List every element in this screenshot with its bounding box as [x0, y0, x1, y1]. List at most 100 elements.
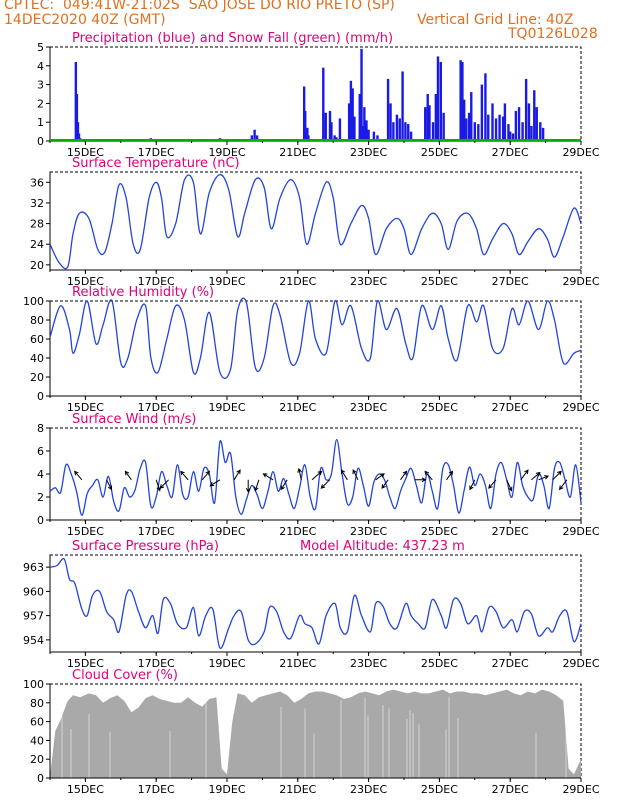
precip-bar	[539, 122, 542, 141]
precip-bar	[431, 122, 435, 141]
y-tick-label: 40	[30, 734, 44, 747]
wind-arrow	[320, 479, 331, 489]
x-tick-label: 15DEC	[67, 657, 104, 670]
precip-bar	[494, 118, 498, 141]
x-tick-label: 29DEC	[562, 657, 599, 670]
y-tick-label: 0	[37, 135, 44, 148]
precip-bar	[524, 78, 528, 141]
precip-bar	[503, 103, 507, 141]
precip-bar	[361, 125, 365, 141]
precip-bar	[426, 94, 429, 141]
precip-bar	[501, 116, 505, 141]
x-tick-label: 27DEC	[492, 783, 529, 796]
x-tick-label: 27DEC	[492, 657, 529, 670]
y-tick-label: 60	[30, 716, 44, 729]
precip-bar	[363, 107, 366, 141]
precip-bar	[428, 105, 431, 141]
x-tick-label: 25DEC	[421, 657, 458, 670]
wind-arrow	[262, 473, 274, 481]
y-tick-label: 2	[37, 491, 44, 504]
y-tick-label: 5	[37, 41, 44, 54]
x-tick-label: 27DEC	[492, 146, 529, 159]
y-tick-label: 4	[37, 468, 44, 481]
precip-bar	[306, 127, 309, 141]
x-tick-label: 27DEC	[492, 401, 529, 414]
wind-arrow	[297, 467, 302, 480]
precip-bar	[535, 107, 538, 141]
x-tick-label: 21DEC	[279, 275, 316, 288]
precip-bar	[398, 118, 401, 141]
precip-bar	[436, 56, 440, 141]
wind-arrow	[180, 470, 189, 481]
x-tick-label: 17DEC	[138, 401, 175, 414]
precip-bar	[358, 94, 361, 141]
wind-arrow	[106, 479, 113, 491]
precip-bar	[367, 129, 370, 141]
precip-bar	[461, 62, 464, 141]
series-line	[49, 438, 582, 517]
y-tick-label: 100	[23, 295, 44, 308]
precip-bar	[338, 118, 342, 141]
precip-bar	[462, 99, 466, 141]
wind-arrow	[469, 479, 476, 491]
cloud-area	[50, 689, 581, 778]
panel-title: Relative Humidity (%)	[72, 285, 214, 300]
y-tick-label: 40	[30, 352, 44, 365]
model-altitude-label: Model Altitude: 437.23 m	[300, 539, 465, 554]
x-tick-label: 23DEC	[350, 525, 387, 538]
precip-bar	[511, 133, 515, 141]
x-tick-label: 17DEC	[138, 146, 175, 159]
precip-bar	[514, 110, 518, 141]
x-tick-label: 25DEC	[421, 401, 458, 414]
precip-bar	[322, 67, 325, 141]
header-date: 14DEC2020 40Z (GMT)	[4, 12, 166, 28]
precip-bar	[509, 131, 512, 141]
y-tick-label: 0	[37, 514, 44, 527]
y-tick-label: 24	[30, 238, 44, 251]
x-tick-label: 25DEC	[421, 783, 458, 796]
series-line	[49, 297, 582, 379]
precip-bar	[389, 103, 392, 141]
precip-bar	[328, 110, 332, 141]
precip-bar	[372, 131, 376, 141]
precip-bar	[75, 94, 79, 141]
precip-bar	[324, 112, 327, 141]
wind-arrow	[400, 470, 408, 481]
x-tick-label: 15DEC	[67, 275, 104, 288]
y-tick-label: 4	[37, 60, 44, 73]
precip-bar	[407, 124, 410, 141]
precip-bar	[517, 107, 521, 141]
wind-arrow	[506, 479, 513, 492]
y-tick-label: 32	[30, 197, 44, 210]
x-tick-label: 19DEC	[208, 783, 245, 796]
x-tick-label: 29DEC	[562, 401, 599, 414]
x-tick-label: 17DEC	[138, 657, 175, 670]
wind-arrow	[446, 470, 454, 481]
panel-frame	[49, 300, 582, 397]
precip-bar	[349, 80, 353, 141]
x-tick-label: 15DEC	[67, 401, 104, 414]
panel-title: Surface Pressure (hPa)	[72, 539, 219, 554]
wind-arrow	[352, 469, 359, 481]
precip-bar	[527, 103, 531, 141]
precip-bar	[442, 112, 445, 141]
x-tick-label: 19DEC	[208, 657, 245, 670]
x-tick-label: 21DEC	[279, 783, 316, 796]
y-tick-label: 6	[37, 445, 44, 458]
wind-arrow	[201, 470, 211, 481]
y-tick-label: 954	[23, 634, 44, 647]
precip-bar	[465, 118, 468, 141]
precip-bar	[365, 120, 368, 141]
precip-bar	[498, 114, 501, 141]
wind-arrow	[155, 479, 161, 492]
panel-title: Surface Temperature (nC)	[72, 156, 240, 171]
panel-frame	[49, 46, 582, 142]
precip-bar	[541, 127, 545, 141]
x-tick-label: 23DEC	[350, 783, 387, 796]
x-tick-label: 23DEC	[350, 657, 387, 670]
precip-bar	[395, 114, 399, 141]
x-tick-label: 21DEC	[279, 657, 316, 670]
precip-bar	[360, 48, 363, 141]
x-tick-label: 29DEC	[562, 275, 599, 288]
x-tick-label: 27DEC	[492, 525, 529, 538]
